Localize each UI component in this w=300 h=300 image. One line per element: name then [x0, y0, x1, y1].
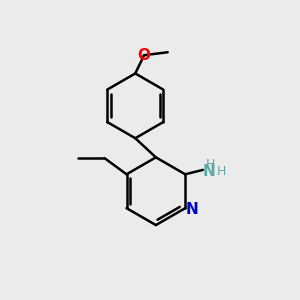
Text: H: H — [217, 165, 226, 178]
Text: N: N — [185, 202, 198, 217]
Text: O: O — [138, 48, 151, 63]
Text: N: N — [202, 164, 215, 179]
Text: H: H — [206, 158, 215, 171]
